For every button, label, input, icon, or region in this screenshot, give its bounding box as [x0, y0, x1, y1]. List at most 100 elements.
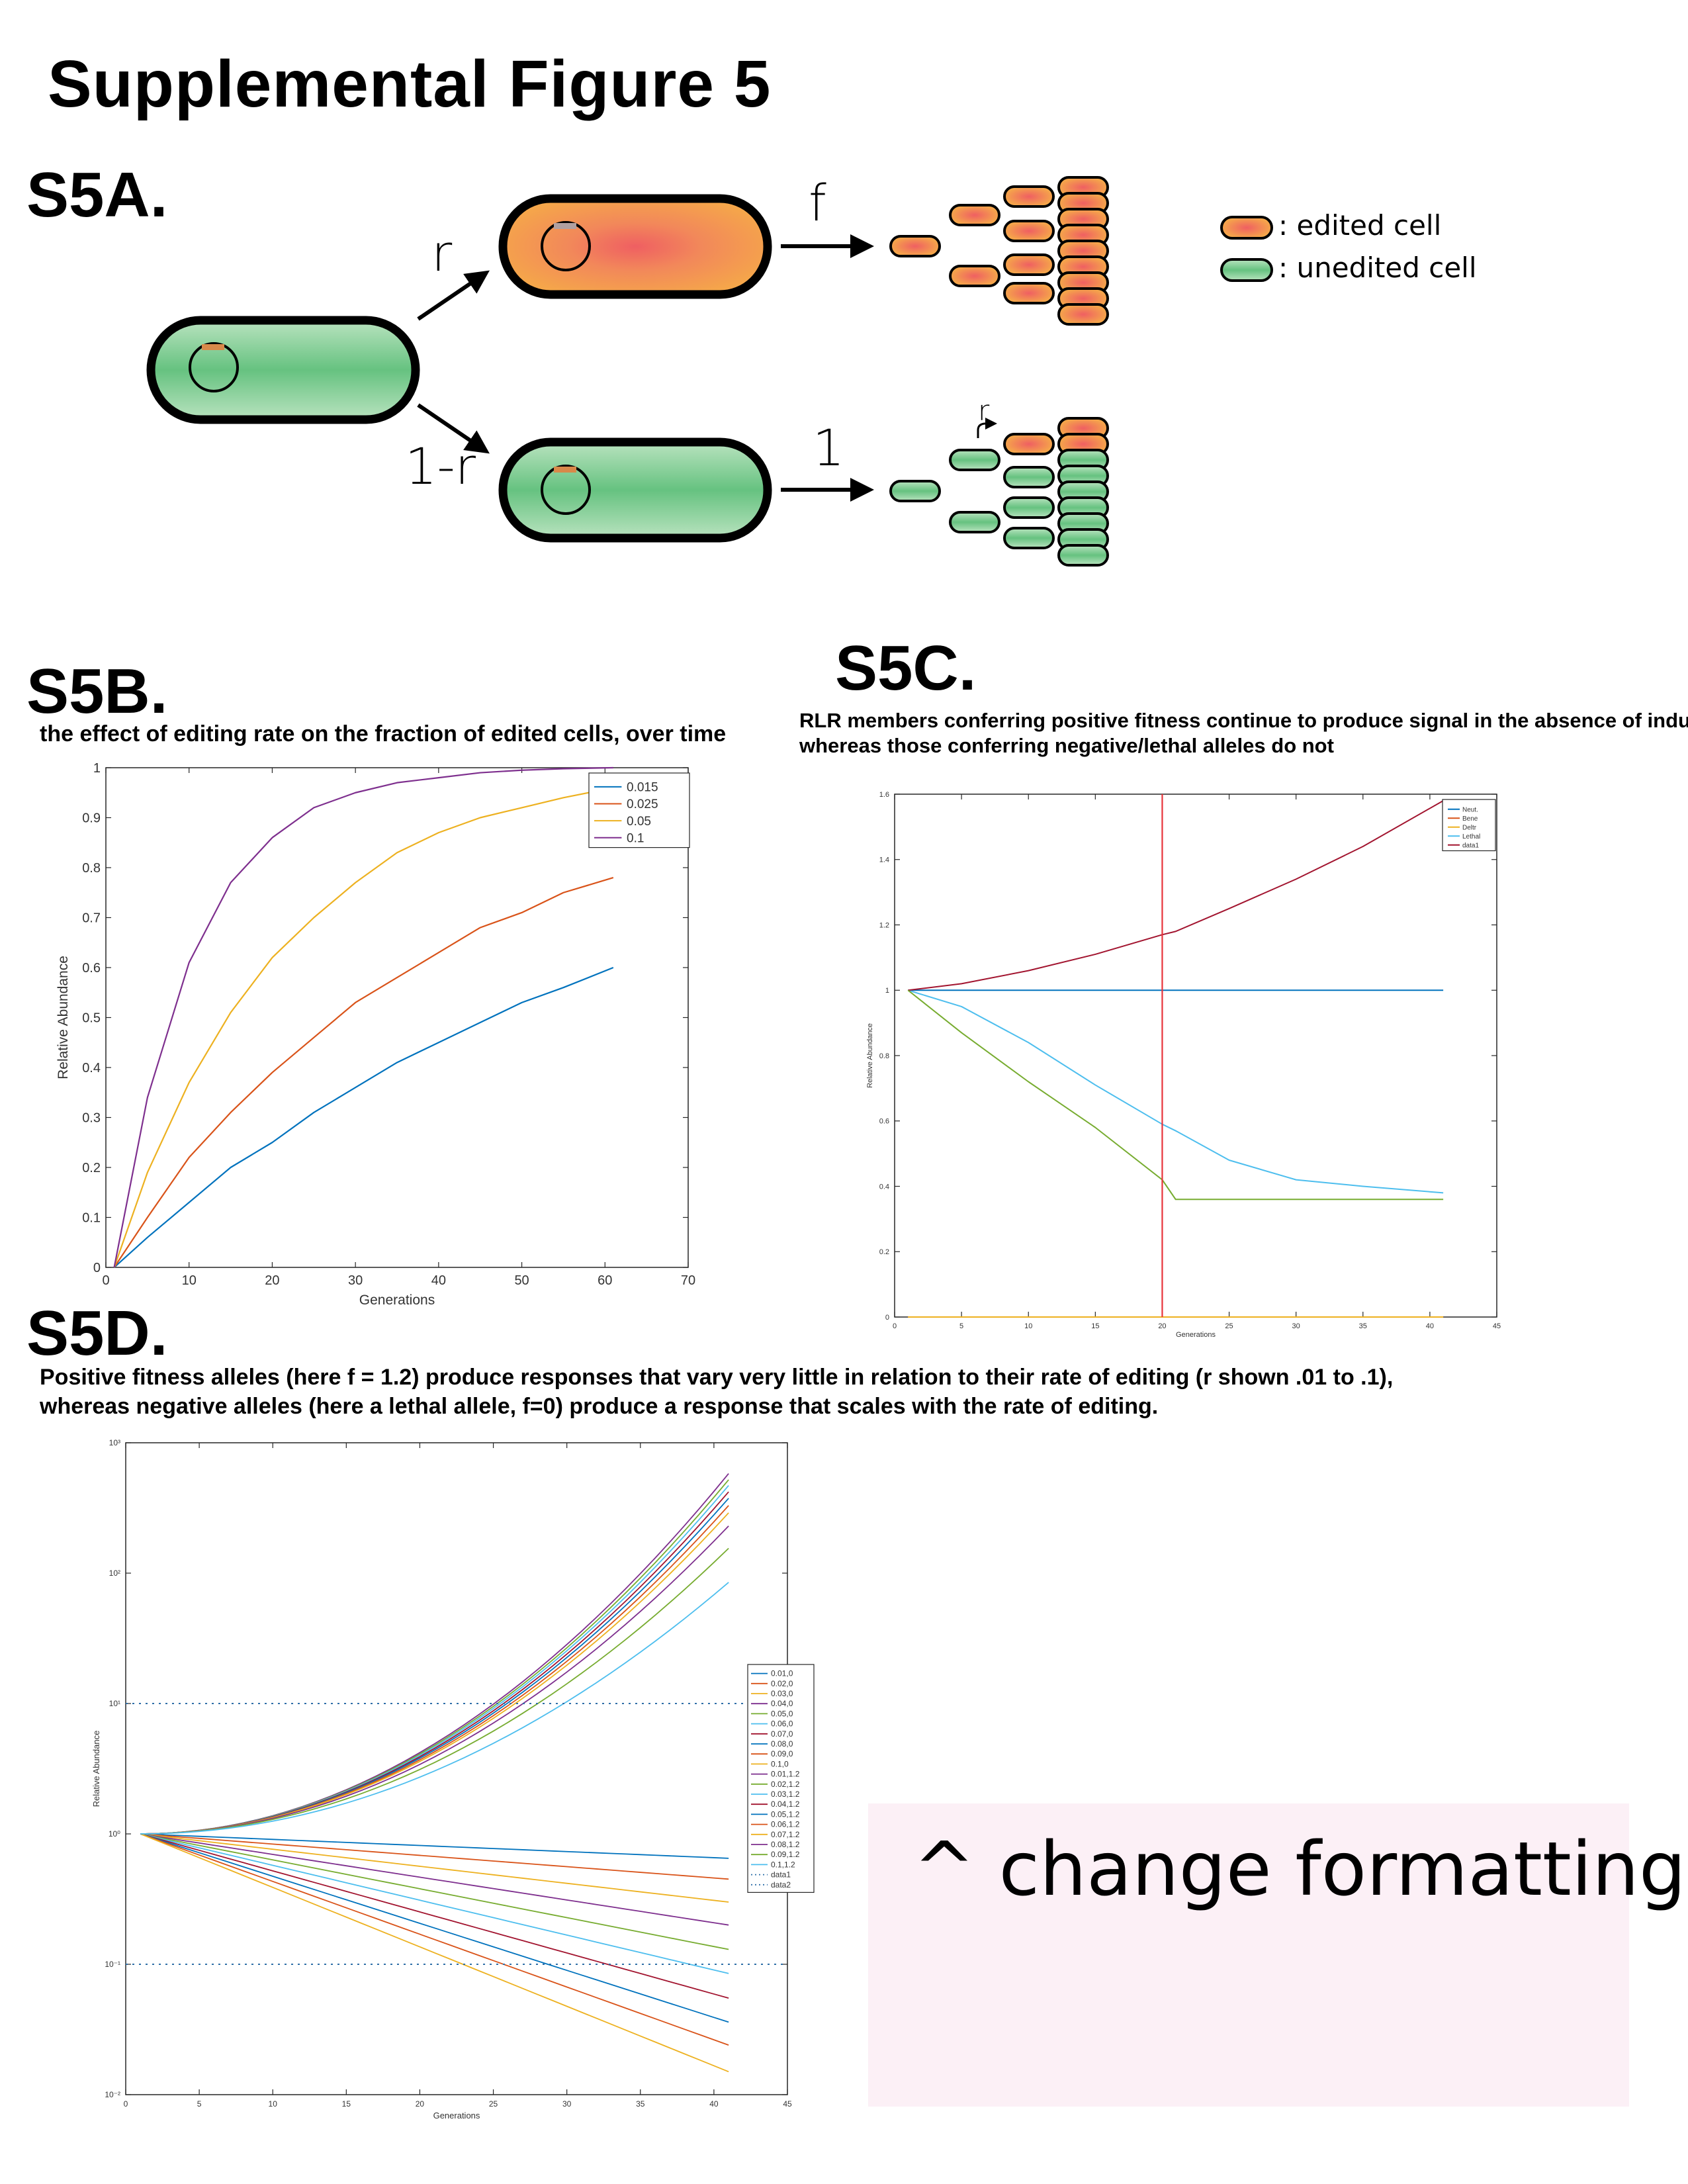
chart-d-x-tick-label: 0 [124, 2099, 128, 2109]
chart-b-ylabel: Relative Abundance [56, 956, 71, 1079]
chart-d: 0 5 10 15 20 25 30 35 40 45 10⁻² 10⁻¹ 10⁰ 10¹ 10² 10³ 0.… [91, 1438, 815, 2120]
edited-cell-gen3 [1003, 220, 1055, 242]
chart-c-series-line [907, 989, 1444, 1194]
chart-c-y-tick-label: 1.4 [879, 856, 889, 864]
chart-d-legend-label: 0.07,0 [771, 1729, 793, 1739]
edited-cell-gen3 [1003, 253, 1055, 276]
unedited-cell-gen1 [889, 480, 941, 502]
chart-d-lethal-series-line [140, 1833, 729, 2046]
chart-c-x-tick-label: 0 [893, 1322, 897, 1330]
chart-b-y-tick-label: 0.7 [82, 911, 101, 926]
unedited-cell-gen3 [1003, 527, 1055, 549]
chart-c: 0 5 10 15 20 25 30 35 40 45 0 0.2 0.4 0.6 0.8 1 1.2 1.4 1.… [866, 791, 1501, 1339]
chart-c-y-tick-label: 0.2 [879, 1248, 889, 1256]
chart-d-y-tick-label: 10⁻² [105, 2090, 120, 2099]
chart-b-y-tick-label: 0.4 [82, 1061, 101, 1075]
chart-b-xlabel: Generations [359, 1293, 435, 1308]
chart-d-lethal-series-line [140, 1833, 729, 1880]
edited-cell-gen2 [949, 204, 1000, 226]
chart-c-xlabel: Generations [1176, 1331, 1216, 1339]
chart-b-series-line [113, 766, 613, 1268]
panel-b-label: S5B. [26, 656, 168, 727]
chart-d-xlabel: Generations [433, 2111, 480, 2120]
chart-b-x-tick-label: 20 [265, 1273, 279, 1288]
chart-d-legend-label: 0.01,0 [771, 1669, 793, 1678]
panel-d-label: S5D. [26, 1298, 168, 1369]
chart-d-x-tick-label: 25 [489, 2099, 498, 2109]
chart-d-legend-label: 0.1,0 [771, 1759, 789, 1768]
chart-c-y-tick-label: 0.4 [879, 1183, 889, 1191]
chart-c-x-tick-label: 15 [1091, 1322, 1099, 1330]
chart-d-legend-label: data1 [771, 1870, 791, 1880]
chart-b-legend-label: 0.015 [627, 780, 658, 794]
edited-cell-population [889, 176, 1109, 326]
chart-c-x-tick-label: 35 [1359, 1322, 1367, 1330]
chart-b: 0 10 20 30 40 50 60 70 0 0.1 0.2 0.3 0.4 0.5 0.6 0.7 0.8… [56, 761, 695, 1308]
chart-d-legend-label: 0.04,0 [771, 1699, 793, 1708]
edited-cell-gen3 [1003, 185, 1055, 208]
chart-c-legend-label: Lethal [1462, 833, 1480, 841]
chart-c-y-tick-label: 0.6 [879, 1118, 889, 1126]
rate-one-minus-r-label: 1-r [405, 437, 476, 496]
chart-b-y-tick-label: 0.1 [82, 1211, 101, 1226]
fitness-f-label: f [809, 173, 826, 232]
chart-b-y-tick-label: 0.6 [82, 961, 101, 976]
chart-d-lethal-series-line [140, 1833, 729, 1999]
panel-d-caption-line1: Positive fitness alleles (here f = 1.2) … [40, 1365, 1394, 1390]
unedited-cell-gen4 [1057, 544, 1109, 567]
panel-a-schematic [146, 176, 1273, 567]
chart-b-series-line [113, 966, 614, 1268]
unedited-cell-gen2 [949, 449, 1000, 471]
chart-d-y-tick-label: 10⁰ [109, 1829, 120, 1839]
chart-c-series-line [908, 800, 1444, 991]
chart-d-lethal-series-line [140, 1833, 729, 1926]
panel-c-caption-line1: RLR members conferring positive fitness … [799, 709, 1688, 732]
chart-b-x-tick-label: 30 [348, 1273, 363, 1288]
chart-d-legend-label: 0.02,0 [771, 1679, 793, 1688]
chart-b-legend-label: 0.05 [627, 815, 651, 829]
note-text: ^ change formatting [913, 1827, 1687, 1913]
unedited-daughter-cell [498, 437, 772, 543]
chart-d-x-tick-label: 20 [416, 2099, 425, 2109]
parent-unedited-cell [146, 316, 420, 424]
chart-c-y-tick-label: 1.2 [879, 921, 889, 929]
chart-b-legend-label: 0.025 [627, 797, 658, 811]
chart-c-x-tick-label: 40 [1426, 1322, 1434, 1330]
chart-d-y-tick-label: 10¹ [109, 1699, 120, 1708]
chart-d-legend-label: 0.09,1.2 [771, 1850, 800, 1859]
chart-c-x-tick-label: 25 [1225, 1322, 1233, 1330]
chart-c-x-tick-label: 45 [1493, 1322, 1501, 1330]
chart-d-legend-label: 0.04,1.2 [771, 1799, 800, 1809]
chart-d-legend-label: 0.05,1.2 [771, 1809, 800, 1819]
chart-d-legend-label: 0.08,0 [771, 1739, 793, 1749]
chart-b-legend-box [588, 772, 690, 848]
chart-b-y-tick-label: 0.5 [82, 1011, 101, 1026]
chart-c-x-tick-label: 10 [1024, 1322, 1032, 1330]
chart-d-legend-label: 0.02,1.2 [771, 1780, 800, 1789]
chart-b-x-tick-label: 70 [681, 1273, 695, 1288]
chart-b-x-tick-label: 0 [102, 1273, 109, 1288]
chart-d-x-tick-label: 5 [197, 2099, 202, 2109]
edited-cell [498, 194, 772, 299]
chart-d-lethal-series-line [140, 1833, 729, 2073]
chart-d-legend-label: 0.03,1.2 [771, 1790, 800, 1799]
chart-c-y-tick-label: 1 [885, 987, 889, 995]
panel-a-label: S5A. [26, 159, 168, 230]
chart-d-axes-box [125, 1442, 788, 2095]
legend-edited-label: : edited cell [1278, 209, 1442, 242]
figure-title: Supplemental Figure 5 [48, 47, 772, 121]
edited-cell-gen4 [1057, 303, 1109, 326]
panel-d-caption-line2: whereas negative alleles (here a lethal … [40, 1394, 1159, 1419]
chart-d-lethal-series-line [140, 1833, 729, 1974]
unedited-cell-gen3 [1003, 466, 1055, 488]
chart-b-series-line [113, 787, 614, 1268]
chart-d-legend-label: 0.08,1.2 [771, 1840, 800, 1849]
chart-d-lethal-series-line [140, 1833, 729, 1950]
chart-c-series-line [907, 989, 1444, 1201]
chart-b-series-line [113, 877, 614, 1268]
edited-cell-gen3 [1003, 282, 1055, 304]
chart-d-legend-label: data2 [771, 1880, 791, 1889]
chart-c-legend-label: Bene [1462, 815, 1478, 823]
chart-d-legend-label: 0.09,0 [771, 1749, 793, 1758]
chart-d-x-tick-label: 10 [269, 2099, 278, 2109]
